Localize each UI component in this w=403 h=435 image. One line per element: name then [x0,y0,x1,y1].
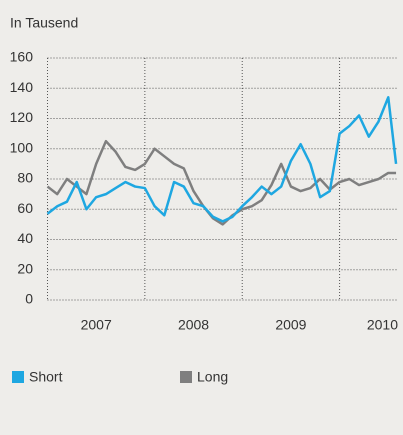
line-series [46,139,397,226]
x-tick-label: 2008 [178,317,209,333]
legend-swatch [12,371,24,383]
x-tick-label: 2009 [275,317,306,333]
y-tick-label: 140 [10,79,34,95]
y-tick-label: 20 [17,260,33,276]
y-tick-label: 120 [10,109,34,125]
axis-unit: In Tausend [10,15,78,31]
y-tick-label: 160 [10,49,34,65]
line-series [46,96,398,223]
y-tick-label: 100 [10,139,34,155]
x-tick-label: 2007 [81,317,112,333]
legend-label: Long [197,369,228,385]
legend-swatch [180,371,192,383]
legend-label: Short [29,369,63,385]
y-tick-label: 40 [17,230,33,246]
y-tick-label: 60 [17,200,33,216]
y-tick-label: 0 [25,291,33,307]
x-tick-label: 2010 [367,317,398,333]
y-tick-label: 80 [17,170,33,186]
